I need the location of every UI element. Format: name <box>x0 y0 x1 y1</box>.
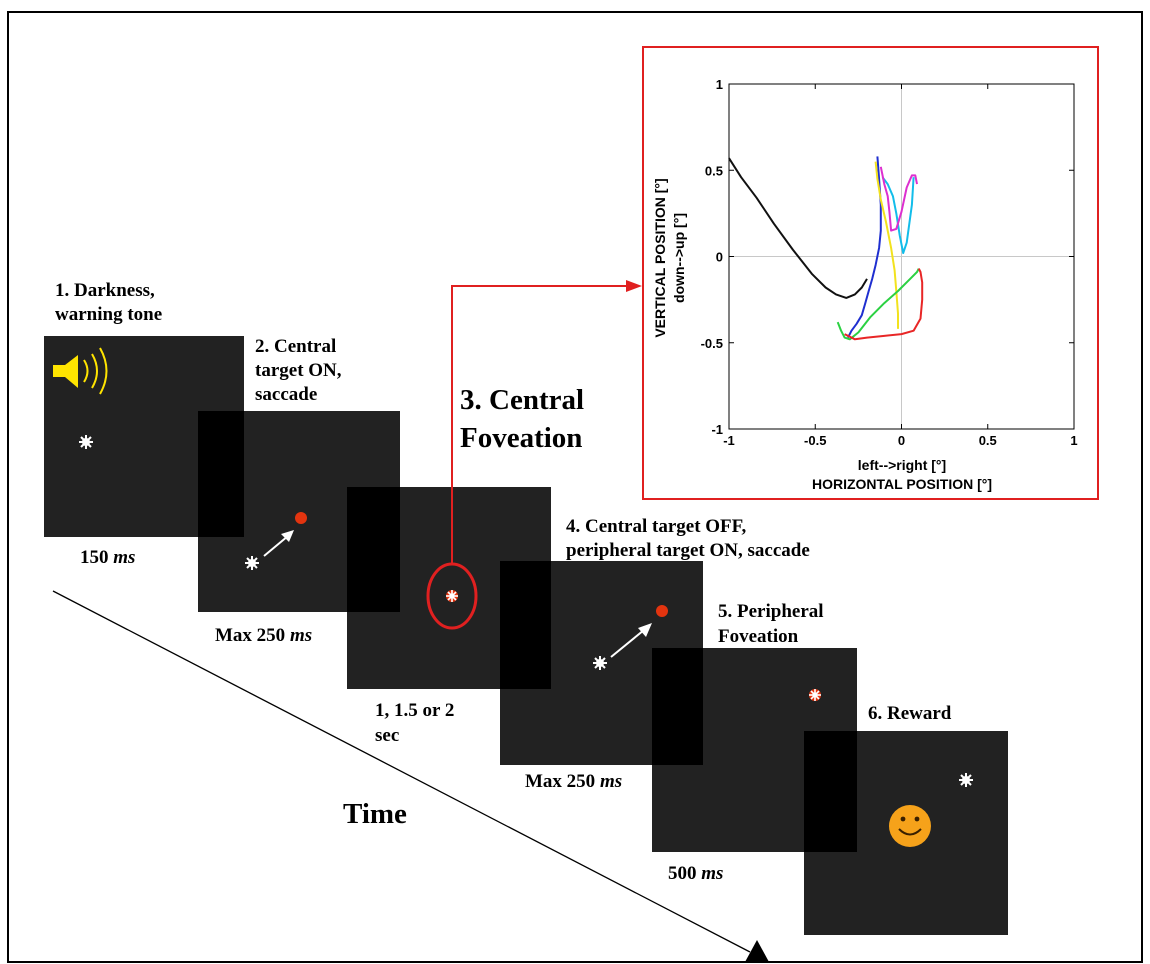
star-icon <box>959 773 973 787</box>
chart-x-label: left-->right [°] <box>858 457 946 473</box>
step-1-label: 1. Darkness, warning tone <box>55 280 162 325</box>
screen-2-border-band <box>198 411 244 537</box>
step-2-label: 2. Central target ON, saccade <box>255 336 342 405</box>
saccade-arrow-icon <box>610 623 652 658</box>
foveated-target-icon <box>446 590 458 602</box>
x-tick-label: 0 <box>898 433 905 448</box>
time-label: Time <box>343 798 407 830</box>
x-tick-label: 0.5 <box>979 433 997 448</box>
trajectory-6 <box>836 268 920 341</box>
screen-5-border-band <box>652 648 703 765</box>
y-tick-label: 0 <box>716 250 723 265</box>
step-6-label: 6. Reward <box>868 703 952 724</box>
y-tick-label: -0.5 <box>701 336 723 351</box>
x-tick-label: -1 <box>723 433 735 448</box>
step-2-duration: Max 250 ms <box>215 625 312 646</box>
screen-3-border-band <box>347 487 400 612</box>
step-4-duration: Max 250 ms <box>525 771 622 792</box>
foveated-target-icon <box>809 689 821 701</box>
star-icon <box>245 556 259 570</box>
y-tick-label: 0.5 <box>705 163 723 178</box>
trajectory-3 <box>881 176 915 254</box>
fixation-star-icon <box>79 435 93 449</box>
y-tick-label: -1 <box>711 422 723 437</box>
star-icon <box>593 656 607 670</box>
screen-4-border-band <box>500 561 551 689</box>
connector-arrow <box>451 280 642 564</box>
step-3-duration: 1, 1.5 or 2 sec <box>375 700 454 746</box>
step-1-duration: 150 ms <box>80 547 135 568</box>
time-arrowhead <box>745 940 769 962</box>
step-3-label: 3. Central Foveation <box>460 384 584 454</box>
eye-position-chart: -1 -0.5 0 0.5 1 -1 -0.5 0 0.5 1 <box>701 77 1078 448</box>
trajectory-2 <box>847 156 882 339</box>
chart-y-title: VERTICAL POSITION [°] <box>652 178 668 337</box>
trajectory-7 <box>844 268 924 341</box>
trajectory-4 <box>879 166 918 232</box>
x-tick-label: -0.5 <box>804 433 826 448</box>
step-5-label: 5. Peripheral Foveation <box>718 601 824 647</box>
chart-x-title: HORIZONTAL POSITION [°] <box>812 476 992 492</box>
time-arrow <box>52 590 769 962</box>
chart-y-label: down-->up [°] <box>671 213 687 303</box>
y-tick-label: 1 <box>716 77 723 92</box>
x-tick-label: 1 <box>1070 433 1077 448</box>
step-4-label: 4. Central target OFF, peripheral target … <box>566 516 810 561</box>
trajectory-1 <box>728 157 868 299</box>
smiley-reward-icon <box>889 805 931 847</box>
trajectory-5 <box>874 161 899 329</box>
step-5-duration: 500 ms <box>668 863 723 884</box>
peripheral-target-dot <box>656 605 668 617</box>
speaker-icon <box>53 347 108 395</box>
central-target-dot <box>295 512 307 524</box>
saccade-arrow-icon <box>263 530 294 557</box>
screen-6-border-band <box>804 731 857 852</box>
